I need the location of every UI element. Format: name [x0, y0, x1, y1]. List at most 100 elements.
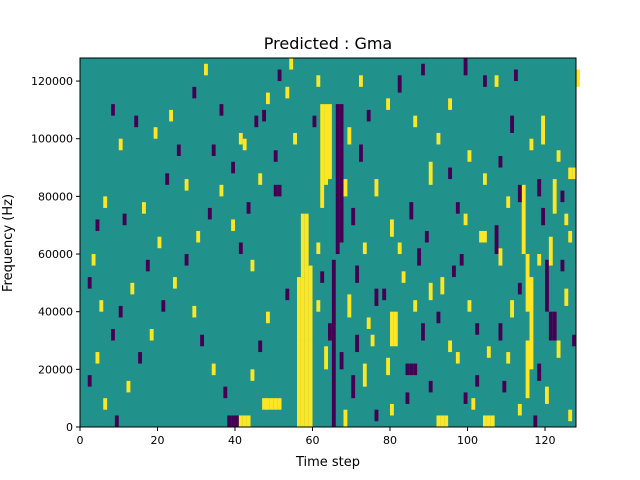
- heatmap-cell: [204, 63, 208, 76]
- heatmap-cell: [211, 363, 216, 376]
- heatmap-cell: [238, 242, 243, 255]
- heatmap-cell: [390, 219, 394, 237]
- heatmap-cell: [273, 398, 278, 410]
- x-tick-label: 60: [306, 434, 320, 447]
- heatmap-cell: [440, 415, 445, 427]
- heatmap-cell: [258, 340, 263, 353]
- heatmap-cell: [572, 334, 577, 347]
- heatmap-cell: [409, 202, 414, 220]
- heatmap-cell: [142, 202, 146, 214]
- heatmap-cell: [242, 138, 247, 151]
- heatmap-cell: [397, 75, 402, 93]
- heatmap-cell: [331, 259, 336, 427]
- x-axis-ticks: 0 20 40 60 80 100 120: [77, 427, 556, 447]
- heatmap-cell: [463, 58, 468, 76]
- heatmap-cell: [421, 63, 425, 76]
- heatmap-cell: [455, 202, 460, 214]
- heatmap-cell: [452, 265, 456, 278]
- heatmap-cell: [207, 207, 212, 220]
- heatmap-cell: [401, 271, 406, 283]
- heatmap-cell: [192, 305, 197, 318]
- heatmap-cell: [537, 254, 542, 266]
- heatmap-cell: [258, 173, 263, 185]
- heatmap-cell: [448, 340, 453, 353]
- heatmap-cell: [316, 242, 321, 255]
- heatmap-cell: [494, 75, 499, 87]
- heatmap-cell: [153, 127, 158, 139]
- y-tick-label: 0: [66, 421, 73, 434]
- x-axis-label: Time step: [295, 455, 360, 470]
- heatmap-cell: [417, 248, 422, 266]
- heatmap-cell: [374, 288, 379, 306]
- heatmap-cell: [568, 167, 573, 180]
- heatmap-cell: [386, 98, 391, 110]
- heatmap-cell: [541, 207, 546, 226]
- heatmap-cell: [366, 317, 371, 329]
- heatmap-cell: [405, 363, 410, 376]
- heatmap-cell: [308, 265, 313, 341]
- heatmap-cell: [300, 340, 305, 427]
- heatmap-cell: [525, 254, 530, 312]
- heatmap-cell: [475, 323, 480, 335]
- heatmap-cell: [347, 127, 352, 145]
- heatmap-cell: [335, 104, 340, 255]
- heatmap-cell: [262, 109, 267, 122]
- heatmap-cell: [111, 104, 115, 116]
- plot-frame: [79, 57, 577, 428]
- heatmap-cell: [467, 300, 472, 312]
- heatmap-cell: [529, 138, 534, 151]
- heatmap-cell: [548, 311, 553, 341]
- heatmap-cell: [316, 75, 321, 87]
- heatmap-cell: [517, 403, 522, 416]
- heatmap-cell: [250, 259, 255, 272]
- heatmap-cell: [126, 380, 131, 393]
- heatmap-cell: [328, 104, 332, 180]
- heatmap-cell: [145, 259, 150, 272]
- heatmap-cell: [320, 104, 325, 208]
- heatmap-cell: [386, 357, 391, 376]
- heatmap-cell: [506, 352, 511, 364]
- heatmap-cell: [351, 207, 356, 226]
- heatmap-cell: [235, 415, 239, 427]
- heatmap-cell: [413, 115, 418, 128]
- heatmap-cell: [537, 363, 542, 381]
- heatmap-cell: [304, 340, 309, 427]
- heatmap-cell: [397, 242, 402, 255]
- x-tick-label: 120: [535, 434, 556, 447]
- heatmap-cell: [231, 219, 236, 231]
- heatmap-cell: [184, 179, 189, 191]
- heatmap-cell: [475, 375, 480, 387]
- heatmap-cell: [409, 363, 414, 376]
- x-tick-label: 20: [151, 434, 165, 447]
- heatmap-cell: [572, 167, 577, 180]
- heatmap-cell: [545, 259, 549, 312]
- heatmap-cell: [273, 150, 278, 162]
- heatmap-cell: [525, 340, 530, 399]
- heatmap-cell: [498, 156, 503, 168]
- heatmap-cell: [277, 398, 282, 410]
- heatmap-cell: [463, 392, 468, 404]
- heatmap-cell: [316, 300, 321, 312]
- heatmap-cell: [498, 323, 503, 341]
- heatmap-cell: [231, 161, 236, 174]
- heatmap-cell: [231, 415, 236, 427]
- heatmap-cell: [304, 265, 309, 341]
- heatmap-cell: [486, 415, 491, 427]
- heatmap-cell: [483, 173, 487, 185]
- heatmap-cell: [448, 98, 453, 110]
- x-tick-label: 100: [457, 434, 478, 447]
- heatmap-cell: [413, 300, 418, 312]
- heatmap-cell: [130, 282, 135, 295]
- heatmap-cell: [444, 415, 449, 427]
- heatmap-cell: [91, 254, 96, 266]
- heatmap-cell: [219, 184, 224, 197]
- heatmap-cell: [359, 144, 363, 162]
- heatmap-cell: [238, 415, 243, 427]
- heatmap-cell: [266, 311, 270, 324]
- heatmap-cell: [568, 230, 573, 243]
- heatmap-cell: [196, 230, 201, 243]
- x-tick-label: 0: [77, 434, 84, 447]
- heatmap-cell: [494, 225, 499, 255]
- heatmap-cell: [382, 288, 387, 301]
- heatmap-cell: [300, 277, 305, 341]
